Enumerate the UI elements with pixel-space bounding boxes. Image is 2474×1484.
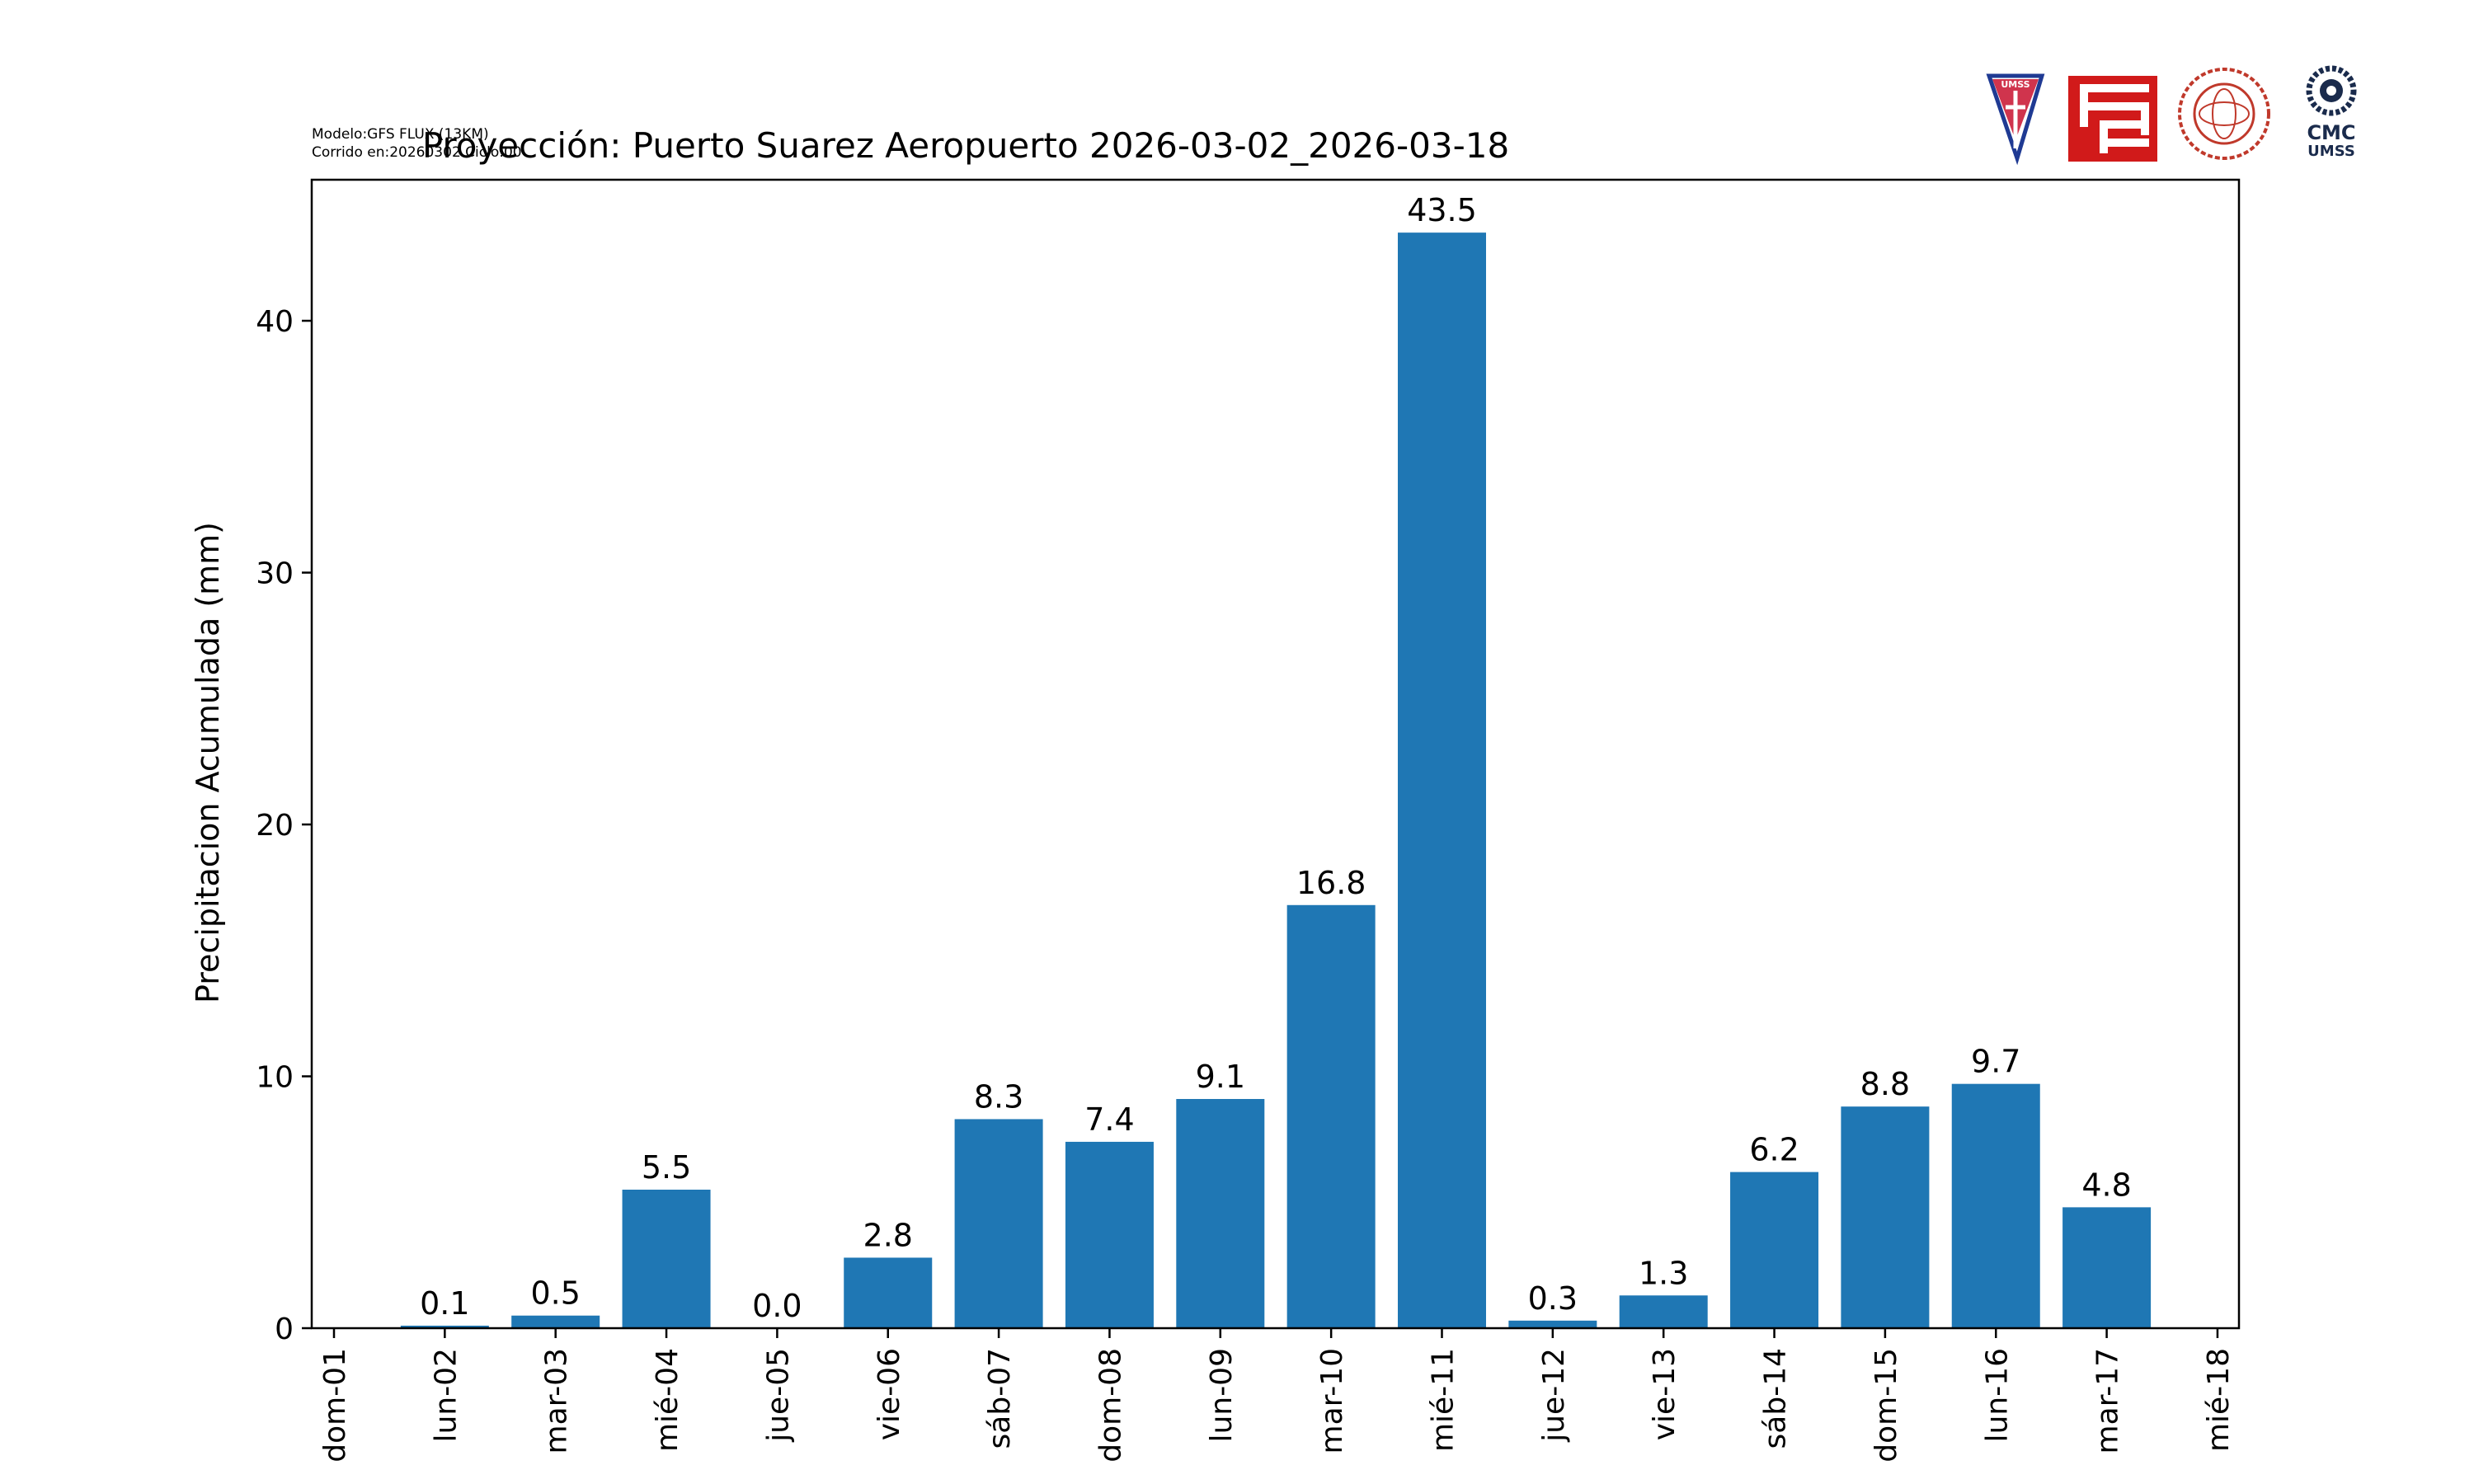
x-tick-label: mar-10 — [1315, 1348, 1349, 1453]
bar-value-label: 0.5 — [530, 1275, 580, 1312]
bar-value-label: 8.8 — [1860, 1066, 1910, 1102]
x-tick-label: sáb-07 — [983, 1348, 1017, 1449]
bar-mié-11 — [1398, 232, 1486, 1328]
y-ticks-group: 0 10 20 30 40 — [256, 305, 312, 1346]
bar-vie-13 — [1619, 1295, 1708, 1328]
x-tick-label: mar-03 — [540, 1348, 574, 1453]
bar-value-label: 5.5 — [642, 1149, 691, 1186]
bar-value-label: 0.3 — [1528, 1280, 1578, 1317]
x-tick-label: mié-11 — [1427, 1348, 1460, 1452]
bar-sáb-14 — [1730, 1172, 1819, 1328]
bar-value-label: 1.3 — [1639, 1255, 1688, 1291]
bars-group — [400, 232, 2152, 1328]
x-tick-label: jue-12 — [1537, 1348, 1571, 1443]
cmc-gear-icon — [2306, 65, 2357, 116]
bar-lun-02 — [400, 1325, 489, 1328]
bar-value-label: 6.2 — [1749, 1132, 1799, 1168]
bar-dom-15 — [1841, 1106, 1930, 1328]
x-tick-label: sáb-14 — [1759, 1348, 1793, 1449]
bar-value-label: 16.8 — [1296, 865, 1366, 901]
bar-lun-09 — [1176, 1099, 1265, 1328]
x-tick-label: mar-17 — [2091, 1348, 2125, 1453]
x-tick-label: mié-18 — [2202, 1348, 2236, 1452]
cmc-umss-logo: CMC UMSS — [2306, 65, 2357, 160]
physics-dept-logo — [2178, 68, 2270, 160]
plot-frame — [310, 178, 2241, 1330]
bar-value-label: 0.0 — [752, 1288, 802, 1324]
x-ticks-group: dom-01 lun-02 mar-03 mié-04 jue-05 vie-06 sáb-… — [318, 1328, 2236, 1463]
bar-value-label: 9.7 — [1971, 1044, 2020, 1080]
bar-value-label: 0.1 — [420, 1285, 469, 1322]
run-info: Corrido en:20260302 Ciclo:00 — [312, 144, 522, 161]
x-tick-label: vie-06 — [872, 1348, 906, 1440]
bar-value-label: 9.1 — [1196, 1059, 1245, 1095]
y-tick-label: 20 — [256, 809, 294, 843]
x-tick-label: dom-08 — [1094, 1348, 1127, 1463]
bar-value-label: 4.8 — [2081, 1167, 2131, 1203]
chart-title: Proyección: Puerto Suarez Aeropuerto 202… — [422, 125, 1509, 166]
cmc-umss-label: UMSS — [2307, 143, 2355, 160]
cmc-label: CMC — [2307, 121, 2355, 144]
bar-value-label: 2.8 — [863, 1217, 913, 1253]
seal-icon — [2178, 68, 2270, 160]
bar-value-label: 7.4 — [1084, 1101, 1134, 1138]
x-tick-label: mié-04 — [651, 1348, 684, 1452]
x-tick-label: lun-09 — [1205, 1348, 1239, 1442]
bar-mar-17 — [2062, 1207, 2152, 1328]
x-tick-label: jue-05 — [761, 1348, 795, 1443]
umss-logo: UMSS — [1986, 73, 2045, 166]
umss-shield-text: UMSS — [2001, 79, 2030, 90]
x-tick-label: lun-16 — [1980, 1348, 2014, 1442]
y-axis-label: Precipitacion Acumulada (mm) — [190, 522, 226, 1003]
y-tick-label: 0 — [275, 1313, 294, 1346]
fcyt-logo — [2068, 76, 2157, 162]
x-tick-label: dom-01 — [318, 1348, 352, 1463]
bar-mar-10 — [1286, 904, 1376, 1328]
bar-value-label: 43.5 — [1407, 192, 1477, 228]
bar-jue-12 — [1508, 1320, 1597, 1328]
model-info: Modelo:GFS FLUX (13KM) — [312, 126, 489, 143]
y-tick-label: 40 — [256, 305, 294, 339]
bar-labels-group: 0.1 0.5 5.5 0.0 2.8 8.3 7.4 9.1 16.8 43.5 0.3 1.3 6.… — [420, 192, 2132, 1324]
y-tick-label: 10 — [256, 1061, 294, 1095]
y-tick-label: 30 — [256, 557, 294, 591]
x-tick-label: dom-15 — [1870, 1348, 1903, 1463]
bar-dom-08 — [1065, 1141, 1154, 1328]
bar-mar-03 — [511, 1315, 600, 1328]
x-tick-label: vie-13 — [1648, 1348, 1681, 1440]
x-tick-label: lun-02 — [429, 1348, 463, 1442]
bar-sáb-07 — [954, 1119, 1043, 1328]
bar-value-label: 8.3 — [974, 1078, 1023, 1115]
bar-mié-04 — [622, 1189, 711, 1328]
bar-lun-16 — [1951, 1083, 2040, 1328]
bar-vie-06 — [844, 1257, 933, 1328]
